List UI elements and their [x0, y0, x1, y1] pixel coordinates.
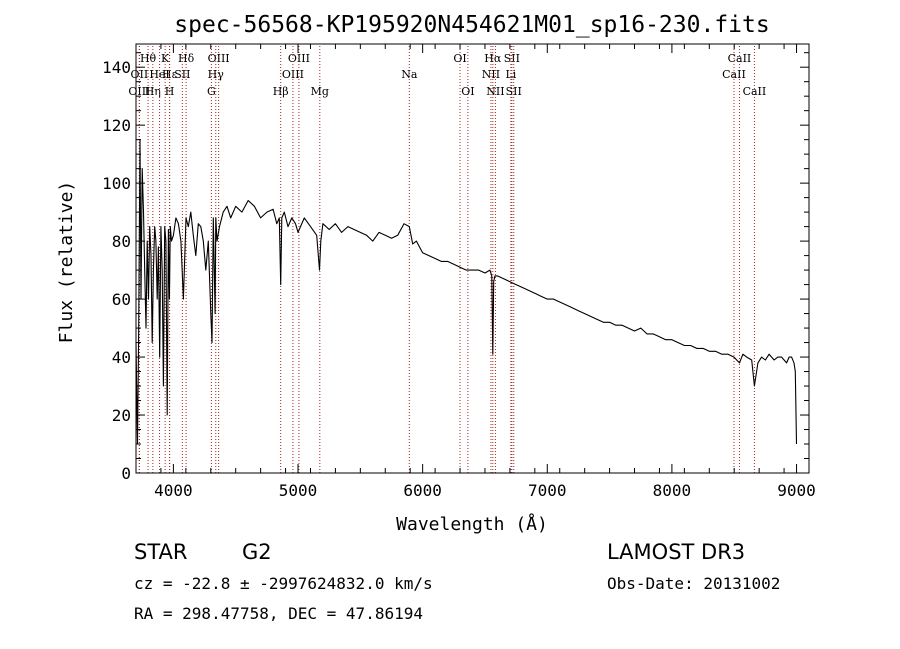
y-tick-label: 40: [112, 348, 131, 367]
line-marker-label: OII: [131, 68, 149, 81]
flux-line: [135, 139, 798, 445]
y-tick-label: 140: [102, 58, 131, 77]
obs-date: Obs-Date: 20131002: [607, 574, 781, 593]
line-marker-label: OIII: [282, 68, 304, 81]
line-marker-label: Hα: [484, 52, 502, 65]
y-tick-label: 20: [112, 406, 131, 425]
line-marker-label: Hη: [145, 85, 161, 98]
axis-ticks: 4000 5000 6000 7000 8000 9000 0 20 40 60 80 100 120 1…: [102, 44, 816, 500]
x-tick-label: 5000: [279, 481, 318, 500]
line-marker-label: CaII: [722, 68, 746, 81]
line-marker-label: Hθ: [140, 52, 157, 65]
survey-name: LAMOST DR3: [607, 540, 746, 564]
line-marker-label: SII: [174, 68, 190, 81]
y-tick-label: 0: [121, 464, 131, 483]
chart-title: spec-56568-KP195920N454621M01_sp16-230.f…: [174, 12, 769, 38]
line-marker-label: NII: [486, 85, 504, 98]
y-tick-label: 100: [102, 174, 131, 193]
line-marker-label: Hε: [162, 68, 178, 81]
line-marker-label: K: [161, 52, 170, 65]
line-marker-label: HeI: [149, 68, 169, 81]
y-tick-label: 120: [102, 116, 131, 135]
x-tick-label: 6000: [403, 481, 442, 500]
x-tick-label: 9000: [777, 481, 816, 500]
line-marker-label: CaII: [743, 85, 767, 98]
line-marker-label: SII: [504, 52, 520, 65]
line-marker-label: CaII: [728, 52, 752, 65]
line-marker-label: Hγ: [208, 68, 225, 81]
redshift-readout: cz = -22.8 ± -2997624832.0 km/s: [134, 574, 433, 593]
spectrum-series: [135, 139, 798, 445]
x-tick-label: 7000: [528, 481, 567, 500]
line-marker-label: H: [165, 85, 175, 98]
line-marker-label: NII: [482, 68, 500, 81]
y-tick-label: 80: [112, 232, 131, 251]
line-marker-label: OIII: [208, 52, 230, 65]
plot-frame: [135, 43, 810, 474]
line-marker-label: Mg: [311, 85, 329, 98]
line-marker-label: Hδ: [178, 52, 195, 65]
y-axis-label: Flux (relative): [56, 181, 77, 344]
x-tick-label: 8000: [653, 481, 692, 500]
y-tick-label: 60: [112, 290, 131, 309]
line-marker-label: OI: [461, 85, 474, 98]
x-axis-label: Wavelength (Å): [396, 513, 548, 535]
line-marker-label: Na: [401, 68, 418, 81]
line-marker-label: SII: [506, 85, 522, 98]
line-marker-label: OIII: [128, 85, 150, 98]
line-marker-label: OIII: [288, 52, 310, 65]
x-tick-label: 4000: [154, 481, 193, 500]
line-marker-label: OI: [453, 52, 466, 65]
line-marker-label: Hβ: [273, 85, 289, 98]
spectral-subclass: G2: [242, 540, 272, 564]
object-class: STAR: [134, 540, 188, 564]
line-marker-label: G: [207, 85, 216, 98]
coordinates: RA = 298.47758, DEC = 47.86194: [134, 604, 423, 623]
line-marker-label: Li: [505, 68, 516, 81]
